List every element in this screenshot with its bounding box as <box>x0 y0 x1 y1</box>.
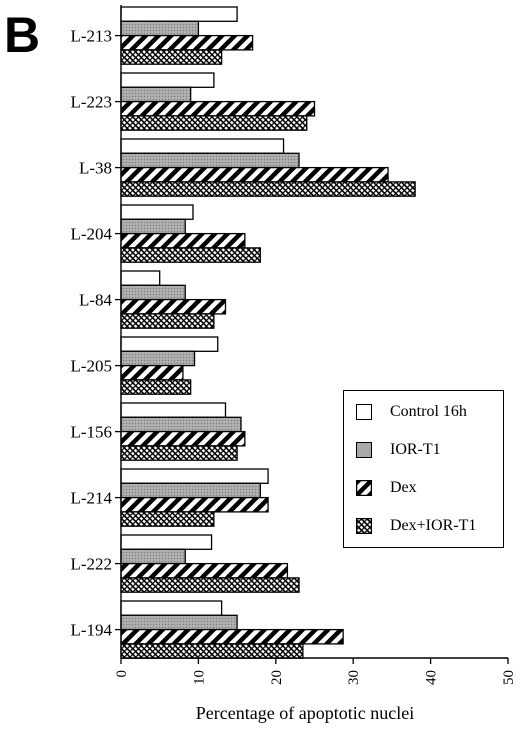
bar-l-214-ior-t1 <box>120 482 261 499</box>
legend-swatch-control <box>356 404 372 420</box>
legend-label-dex: Dex <box>390 479 417 496</box>
bar-l-194-control-16h <box>120 600 223 616</box>
bar-l-156-control-16h <box>120 402 227 418</box>
x-tick-label: 0 <box>114 670 130 678</box>
y-tick-label: L-194 <box>70 621 112 640</box>
legend-item-dex-ior-t1: Dex+IOR-T1 <box>356 517 476 535</box>
bar-l-213-dex-ior-t1 <box>120 49 223 65</box>
bar-l-194-dex <box>120 628 344 645</box>
bar-l-223-dex-ior-t1 <box>120 115 308 131</box>
bar-l-38-dex <box>120 166 389 183</box>
bar-l-194-ior-t1 <box>120 614 238 631</box>
bar-l-213-dex <box>120 34 254 51</box>
y-tick-label: L-213 <box>70 27 112 46</box>
bar-l-204-ior-t1 <box>120 218 186 235</box>
bar-l-204-control-16h <box>120 204 194 220</box>
bar-l-194-dex-ior-t1 <box>120 643 304 659</box>
x-tick-label: 10 <box>191 670 207 685</box>
legend-swatch-dex-ior-t1 <box>356 518 372 534</box>
y-tick-label: L-205 <box>70 357 112 376</box>
legend-swatch-dex <box>356 480 372 496</box>
axes-group: L-213 L-223 L-38 L-204 L-84 L-205 L-156 L-214 L-… <box>70 5 517 685</box>
bar-l-214-dex <box>120 496 269 513</box>
bar-l-204-dex-ior-t1 <box>120 247 261 263</box>
bar-l-204-dex <box>120 232 246 249</box>
y-tick-label: L-222 <box>70 555 112 574</box>
bar-l-156-dex-ior-t1 <box>120 445 238 461</box>
y-tick-label: L-156 <box>70 423 112 442</box>
bar-l-213-ior-t1 <box>120 20 200 37</box>
x-tick-label: 40 <box>424 670 440 685</box>
bar-l-205-control-16h <box>120 336 219 352</box>
bar-l-214-control-16h <box>120 468 269 484</box>
bar-l-222-control-16h <box>120 534 213 550</box>
bar-l-38-ior-t1 <box>120 152 300 169</box>
bar-l-205-dex <box>120 364 184 381</box>
bar-l-205-ior-t1 <box>120 350 196 367</box>
bar-l-222-ior-t1 <box>120 548 186 565</box>
x-tick-label: 50 <box>501 670 517 685</box>
bar-l-84-ior-t1 <box>120 284 186 301</box>
bar-l-222-dex <box>120 562 289 579</box>
bar-l-205-dex-ior-t1 <box>120 379 192 395</box>
y-tick-label: L-223 <box>70 93 112 112</box>
legend-label-control: Control 16h <box>390 403 467 420</box>
bars-group <box>120 6 416 659</box>
bar-l-156-dex <box>120 430 246 447</box>
y-tick-label: L-204 <box>70 225 112 244</box>
x-tick-label: 20 <box>269 670 285 685</box>
bar-l-84-control-16h <box>120 270 161 286</box>
legend-item-control: Control 16h <box>356 403 467 421</box>
y-tick-label: L-38 <box>79 159 112 178</box>
legend-label-ior-t1: IOR-T1 <box>390 441 441 458</box>
bar-l-223-dex <box>120 100 316 117</box>
bar-l-38-dex-ior-t1 <box>120 181 416 197</box>
legend-label-dex-ior-t1: Dex+IOR-T1 <box>390 517 477 534</box>
bar-l-38-control-16h <box>120 138 285 154</box>
x-axis-title: Percentage of apoptotic nuclei <box>195 703 415 723</box>
legend-item-ior-t1: IOR-T1 <box>356 441 441 459</box>
bar-l-223-control-16h <box>120 72 215 88</box>
y-tick-label: L-214 <box>70 489 112 508</box>
bar-l-222-dex-ior-t1 <box>120 577 300 593</box>
legend-item-dex: Dex <box>356 479 417 497</box>
bar-l-84-dex <box>120 298 227 315</box>
legend-swatch-ior-t1 <box>356 442 372 458</box>
x-tick-label: 30 <box>346 670 362 685</box>
bar-l-156-ior-t1 <box>120 416 242 433</box>
bar-l-214-dex-ior-t1 <box>120 511 215 527</box>
bar-l-223-ior-t1 <box>120 86 192 103</box>
bar-l-84-dex-ior-t1 <box>120 313 215 329</box>
y-tick-label: L-84 <box>79 291 113 310</box>
bar-l-213-control-16h <box>120 6 238 22</box>
legend: Control 16h IOR-T1 Dex Dex+IOR-T1 <box>343 390 504 548</box>
panel-label: B <box>4 7 41 63</box>
